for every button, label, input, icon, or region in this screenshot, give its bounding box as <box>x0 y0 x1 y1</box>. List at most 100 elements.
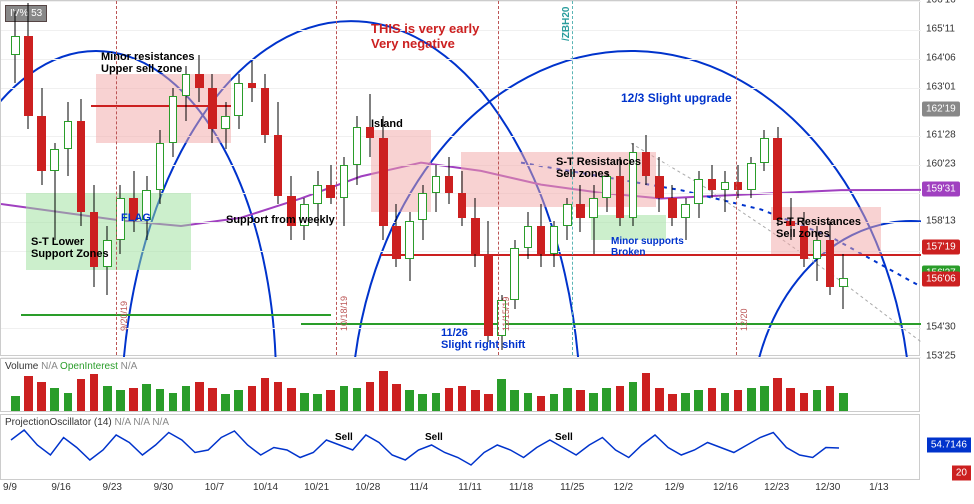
volume-bar[interactable] <box>379 371 388 411</box>
x-tick-label: 12/2 <box>614 482 633 493</box>
volume-bar[interactable] <box>668 394 677 411</box>
date-marker-label: 9/20/19 <box>119 301 129 331</box>
volume-bar[interactable] <box>694 390 703 411</box>
date-x-axis: 9/99/169/239/3010/710/1410/2110/2811/411… <box>0 482 920 502</box>
x-tick-label: 12/16 <box>713 482 738 493</box>
volume-bar[interactable] <box>221 394 230 411</box>
volume-bar[interactable] <box>642 373 651 411</box>
y-tick-label: 165'11 <box>926 23 955 34</box>
volume-bar[interactable] <box>77 379 86 411</box>
y-tick-label: 154'30 <box>926 322 956 333</box>
x-tick-label: 11/25 <box>560 482 584 493</box>
volume-panel-label: Volume N/A OpenInterest N/A <box>5 361 137 372</box>
volume-bar[interactable] <box>800 393 809 411</box>
volume-bar[interactable] <box>129 388 138 411</box>
volume-bar[interactable] <box>248 386 257 411</box>
x-tick-label: 12/9 <box>665 482 684 493</box>
volume-bar[interactable] <box>116 390 125 411</box>
x-tick-label: 11/18 <box>509 482 533 493</box>
date-marker-line <box>336 1 337 355</box>
volume-bar[interactable] <box>182 386 191 411</box>
volume-bar[interactable] <box>576 390 585 411</box>
price-panel[interactable]: IV% 53 9/20/1910/18/1911/15/1912/20THIS … <box>0 0 920 356</box>
volume-bar[interactable] <box>326 390 335 411</box>
y-tick-label: 160'23 <box>926 158 956 169</box>
volume-bar[interactable] <box>208 388 217 411</box>
volume-bar[interactable] <box>64 393 73 411</box>
volume-bar[interactable] <box>602 388 611 411</box>
trading-chart-container: IV% 53 9/20/1910/18/1911/15/1912/20THIS … <box>0 0 974 504</box>
volume-bar[interactable] <box>11 396 20 411</box>
volume-bar[interactable] <box>484 394 493 411</box>
volume-bar[interactable] <box>445 388 454 411</box>
date-marker-line <box>498 1 499 355</box>
date-marker-label: 12/20 <box>739 308 749 331</box>
volume-bar[interactable] <box>629 382 638 411</box>
y-tick-label: 164'06 <box>926 52 956 63</box>
volume-bar[interactable] <box>287 388 296 411</box>
volume-bar[interactable] <box>786 388 795 411</box>
x-tick-label: 12/23 <box>764 482 789 493</box>
horizontal-line <box>301 323 921 325</box>
volume-bar[interactable] <box>510 390 519 411</box>
volume-bar[interactable] <box>300 393 309 411</box>
volume-bar[interactable] <box>142 384 151 411</box>
x-tick-label: 9/16 <box>51 482 70 493</box>
volume-bar[interactable] <box>826 386 835 411</box>
volume-bar[interactable] <box>839 393 848 411</box>
volume-bar[interactable] <box>195 382 204 411</box>
x-tick-label: 11/11 <box>458 482 482 493</box>
volume-bar[interactable] <box>50 388 59 411</box>
volume-bar[interactable] <box>90 374 99 412</box>
volume-bar[interactable] <box>37 382 46 411</box>
volume-bar[interactable] <box>734 390 743 411</box>
volume-bar[interactable] <box>234 390 243 411</box>
volume-bar[interactable] <box>708 388 717 411</box>
volume-bar[interactable] <box>156 389 165 411</box>
date-marker-label: 11/15/19 <box>501 297 511 331</box>
volume-bar[interactable] <box>432 393 441 411</box>
volume-bar[interactable] <box>313 394 322 411</box>
y-tick-label: 166'16 <box>926 0 956 6</box>
iv-percentage-tag: IV% 53 <box>5 5 47 22</box>
volume-bar[interactable] <box>471 390 480 411</box>
volume-bar[interactable] <box>563 388 572 411</box>
volume-bar[interactable] <box>353 388 362 411</box>
volume-bar[interactable] <box>392 384 401 411</box>
volume-panel[interactable]: Volume N/A OpenInterest N/A <box>0 358 920 412</box>
oscillator-panel[interactable]: ProjectionOscillator (14) N/A N/A N/A 54… <box>0 414 920 480</box>
volume-bar[interactable] <box>169 393 178 411</box>
volume-bar[interactable] <box>589 393 598 411</box>
y-tick-label: 161'28 <box>926 129 956 140</box>
minor-supp-zone <box>591 215 666 240</box>
volume-bar[interactable] <box>524 393 533 411</box>
horizontal-line <box>381 254 921 256</box>
volume-bar[interactable] <box>681 393 690 411</box>
x-tick-label: 10/28 <box>355 482 380 493</box>
volume-bar[interactable] <box>458 386 467 411</box>
x-tick-label: 11/4 <box>410 482 429 493</box>
volume-bar[interactable] <box>655 388 664 411</box>
volume-bar[interactable] <box>550 394 559 411</box>
volume-bar[interactable] <box>24 376 33 411</box>
volume-bar[interactable] <box>747 388 756 411</box>
volume-bar[interactable] <box>274 382 283 411</box>
x-tick-label: 10/21 <box>304 482 329 493</box>
volume-bar[interactable] <box>103 386 112 411</box>
volume-bar[interactable] <box>366 382 375 411</box>
volume-bar[interactable] <box>616 386 625 411</box>
volume-bar[interactable] <box>405 390 414 411</box>
volume-bar[interactable] <box>261 378 270 411</box>
volume-bar[interactable] <box>340 386 349 411</box>
price-y-axis: 166'16165'11164'06163'01161'28160'23159'… <box>922 0 974 356</box>
volume-bar[interactable] <box>721 393 730 411</box>
osc-value-tag: 54.7146 <box>927 438 971 453</box>
volume-bar[interactable] <box>497 379 506 411</box>
volume-bar[interactable] <box>813 390 822 411</box>
x-tick-label: 9/23 <box>102 482 121 493</box>
volume-bar[interactable] <box>537 396 546 411</box>
volume-bar[interactable] <box>418 394 427 411</box>
volume-bar[interactable] <box>773 378 782 411</box>
volume-bar[interactable] <box>760 386 769 411</box>
price-tag: 162'19 <box>922 102 960 117</box>
